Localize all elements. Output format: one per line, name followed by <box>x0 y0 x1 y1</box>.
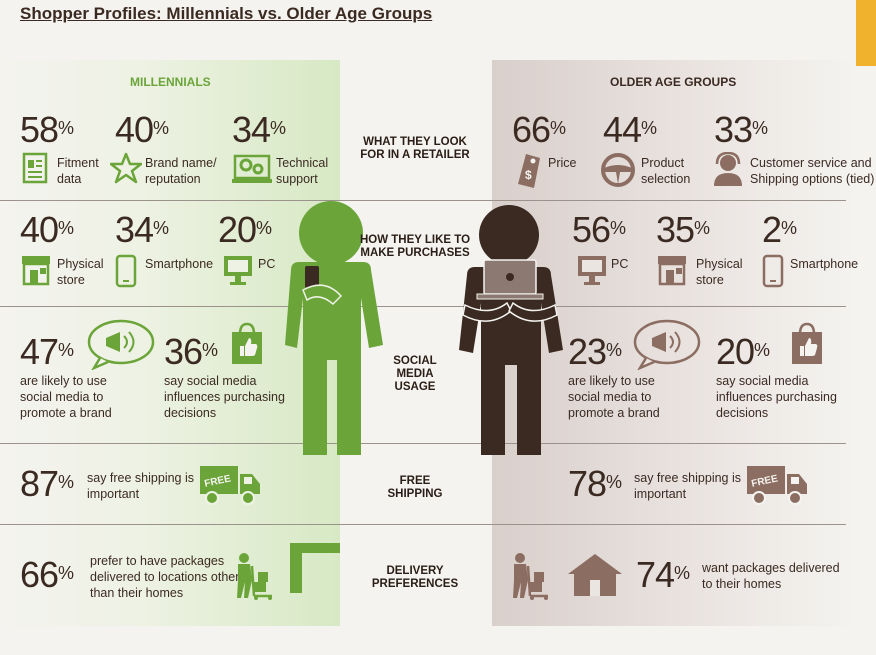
section-label-delivery: DELIVERY PREFERENCES <box>371 565 459 590</box>
section-label-social: SOCIAL MEDIA USAGE <box>393 355 437 393</box>
store-icon <box>658 256 686 286</box>
stat-percent: 23% <box>568 331 622 372</box>
stat-label: want packages delivered to their homes <box>702 561 840 591</box>
stat-label: are likely to use social media to promot… <box>568 374 660 420</box>
stat-percent: 66% <box>20 554 74 595</box>
smartphone-icon <box>115 254 137 288</box>
stat-label: say social media influences purchasing d… <box>716 374 837 420</box>
stat-percent: 2% <box>762 209 797 250</box>
stat-percent: 34% <box>232 109 286 150</box>
svg-text:$: $ <box>525 168 532 182</box>
divider <box>0 524 846 525</box>
thumbs-up-bag-icon <box>792 322 822 364</box>
corner-accent <box>856 0 876 66</box>
stat-percent: 66% <box>512 109 566 150</box>
stat-label: Technical support <box>276 156 329 186</box>
millennials-header: MILLENNIALS <box>130 75 211 89</box>
delivery-person-icon <box>237 553 272 600</box>
section-label-purchase: HOW THEY LIKE TO MAKE PURCHASES <box>359 234 471 259</box>
steering-wheel-icon <box>601 153 635 187</box>
divider <box>0 200 846 201</box>
home-icon <box>568 554 622 596</box>
stat-label: Physical store <box>57 257 104 287</box>
section-label-shipping: FREE SHIPPING <box>387 475 443 500</box>
gears-laptop-icon <box>232 154 272 183</box>
megaphone-bubble-icon <box>87 319 155 370</box>
divider <box>0 443 846 444</box>
older-figure-icon <box>459 205 563 455</box>
price-tag-icon: $ <box>518 154 540 188</box>
stat-label: Price <box>548 156 577 170</box>
truck-label: FREE <box>203 473 232 489</box>
divider <box>0 306 846 307</box>
stat-percent: 74% <box>636 554 690 595</box>
stat-label: Fitment data <box>57 156 99 186</box>
millennial-figure-icon <box>285 201 383 455</box>
stat-label: say free shipping is important <box>87 471 195 501</box>
stat-percent: 40% <box>115 109 169 150</box>
section-label-look-for: WHAT THEY LOOK FOR IN A RETAILER <box>360 136 470 161</box>
delivery-person-icon <box>513 553 548 600</box>
older-header: OLDER AGE GROUPS <box>610 75 737 89</box>
stat-percent: 40% <box>20 209 74 250</box>
stat-percent: 78% <box>568 463 622 504</box>
stat-label: say social media influences purchasing d… <box>164 374 285 420</box>
stat-label: Customer service and Shipping options (t… <box>750 156 875 186</box>
document-icon <box>22 152 48 184</box>
stat-percent: 20% <box>218 209 272 250</box>
stat-percent: 33% <box>714 109 768 150</box>
stat-percent: 87% <box>20 463 74 504</box>
stat-label: say free shipping is important <box>634 471 742 501</box>
stat-label: are likely to use social media to promot… <box>20 374 112 420</box>
stat-label: Brand name/ reputation <box>145 156 217 186</box>
stat-label: PC <box>258 257 276 271</box>
store-icon <box>22 256 50 286</box>
stat-percent: 34% <box>115 209 169 250</box>
stat-percent: 20% <box>716 331 770 372</box>
free-truck-icon: FREE <box>747 466 807 505</box>
pickup-point-icon <box>290 543 340 593</box>
stat-label: Product selection <box>641 156 691 186</box>
stat-label: Physical store <box>696 257 743 287</box>
headset-icon <box>714 152 742 186</box>
star-icon <box>110 152 142 184</box>
truck-label: FREE <box>750 473 779 489</box>
stat-percent: 56% <box>572 209 626 250</box>
monitor-icon <box>224 256 252 285</box>
stat-percent: 47% <box>20 331 74 372</box>
stat-label: Smartphone <box>145 257 214 271</box>
thumbs-up-bag-icon <box>232 322 262 364</box>
page-title: Shopper Profiles: Millennials vs. Older … <box>20 4 433 23</box>
monitor-icon <box>578 256 606 285</box>
stat-percent: 36% <box>164 331 218 372</box>
stat-percent: 44% <box>603 109 657 150</box>
stat-percent: 58% <box>20 109 74 150</box>
stat-label: Smartphone <box>790 257 859 271</box>
stat-label: PC <box>611 257 629 271</box>
megaphone-bubble-icon <box>633 319 701 370</box>
stat-percent: 35% <box>656 209 710 250</box>
millennials-column-bg <box>0 60 340 626</box>
smartphone-icon <box>762 254 784 288</box>
stat-label: prefer to have packages delivered to loc… <box>90 554 240 600</box>
free-truck-icon: FREE <box>200 466 260 505</box>
